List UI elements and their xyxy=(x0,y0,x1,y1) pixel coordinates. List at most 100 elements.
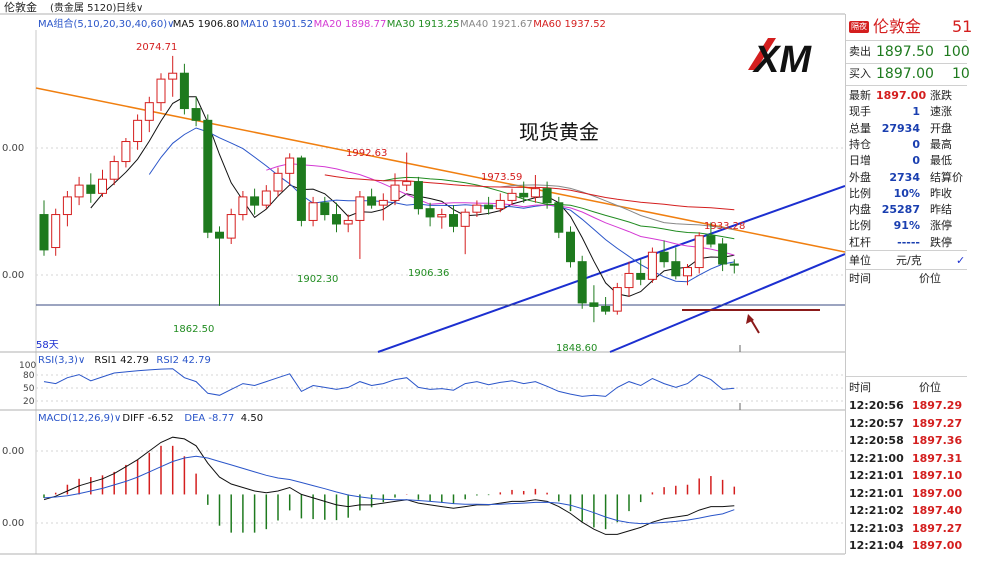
quote-divider-5 xyxy=(846,269,967,270)
stat-label-2: 昨结 xyxy=(930,203,952,217)
candle-body xyxy=(636,272,646,280)
candle-body xyxy=(577,261,587,304)
price-axis-tick-1: 0.00 xyxy=(2,143,24,154)
tick-row[interactable]: 12:21:00 1897.31 xyxy=(846,450,967,468)
rsi-tick-20: 20 xyxy=(23,397,35,407)
stat-row: 比例 91% 涨停 xyxy=(846,217,967,235)
arrow-icon xyxy=(746,314,754,324)
tick-row[interactable]: 12:21:02 1897.40 xyxy=(846,502,967,520)
candle-body xyxy=(51,214,61,249)
stock-chart[interactable]: 伦敦金 (贵金属 5120) 日线∨ MA组合(5,10,20,30,40,60… xyxy=(0,0,845,574)
ma-legend-item: MA30 1913.25 xyxy=(387,19,460,30)
stat-row: 最新 1897.00 涨跌 xyxy=(846,87,967,105)
stat-label: 比例 xyxy=(849,219,871,233)
sell-row[interactable]: 卖出 1897.50 100 xyxy=(846,42,970,62)
tick-row[interactable]: 12:20:58 1897.36 xyxy=(846,432,967,450)
annotation-l1: 1862.50 xyxy=(173,324,214,335)
stat-row: 外盘 2734 结算价 xyxy=(846,169,967,187)
candle-body xyxy=(507,192,517,201)
stat-label: 总量 xyxy=(849,121,871,135)
tick-row[interactable]: 12:21:01 1897.10 xyxy=(846,467,967,485)
quote-divider-1 xyxy=(846,40,967,41)
stat-label: 持仓 xyxy=(849,137,871,151)
candle-body xyxy=(624,272,634,289)
candle-body xyxy=(109,161,119,180)
candle-body xyxy=(296,157,306,221)
period-selector[interactable]: 日线∨ xyxy=(116,1,143,14)
stat-row: 持仓 0 最高 xyxy=(846,136,967,154)
buy-row[interactable]: 买入 1897.00 10 xyxy=(846,64,970,84)
candle-body xyxy=(62,196,72,216)
macd-histogram xyxy=(43,445,736,533)
candle-body xyxy=(378,199,388,206)
stat-row: 总量 27934 开盘 xyxy=(846,120,967,138)
candle-body xyxy=(121,141,131,163)
candle-body xyxy=(367,196,377,206)
tick-row[interactable]: 12:21:03 1897.27 xyxy=(846,520,967,538)
stat-row: 内盘 25287 昨结 xyxy=(846,201,967,219)
time-header-row: 时间 价位 xyxy=(846,270,967,288)
candle-body xyxy=(179,72,189,110)
ma-legend-item: MA40 1921.67 xyxy=(460,19,533,30)
candle-body xyxy=(472,204,482,213)
tick-row[interactable]: 12:21:04 1897.00 xyxy=(846,537,967,555)
tick-time: 12:21:04 xyxy=(849,539,904,552)
ma-lines xyxy=(90,96,735,297)
candle-body xyxy=(390,184,400,201)
candle-body xyxy=(308,202,318,221)
candle-body xyxy=(425,208,435,218)
macd-legend-item: DEA -8.77 xyxy=(184,413,234,424)
price-axis-tick-2: 0.00 xyxy=(2,270,24,281)
candle-body xyxy=(261,190,271,206)
candle-body xyxy=(694,235,704,269)
candle-body xyxy=(86,184,96,194)
candle-body xyxy=(683,267,692,277)
buy-volume: 10 xyxy=(952,66,970,82)
stat-label-2: 最高 xyxy=(930,137,952,151)
stat-label-2: 跌停 xyxy=(930,235,952,249)
unit-check-icon: ✓ xyxy=(956,254,966,267)
stat-label: 比例 xyxy=(849,186,871,200)
tick-price: 1897.10 xyxy=(912,469,963,482)
stat-label: 外盘 xyxy=(849,170,871,184)
stat-value: 2734 xyxy=(889,170,920,184)
candle-body xyxy=(706,235,716,245)
candle-body xyxy=(343,219,353,225)
macd-dea-line xyxy=(43,455,735,525)
annotation-p3: 1933.28 xyxy=(704,221,745,232)
tick-row[interactable]: 12:20:57 1897.27 xyxy=(846,415,967,433)
rsi-lines xyxy=(43,368,735,397)
stat-label: 现手 xyxy=(849,105,871,119)
candle-body xyxy=(413,181,423,210)
stat-row: 杠杆 ----- 跌停 xyxy=(846,234,967,252)
candle-body xyxy=(460,211,470,227)
annotation-l4: 1848.60 xyxy=(556,343,597,354)
channel-lower-line xyxy=(609,253,845,353)
tick-row[interactable]: 12:21:01 1897.00 xyxy=(846,485,967,503)
tick-row[interactable]: 12:20:56 1897.29 xyxy=(846,397,967,415)
candle-body xyxy=(589,302,599,307)
rsi-legend: RSI(3,3)∨ RSI1 42.79 RSI2 42.79 xyxy=(38,355,211,366)
xm-logo: XM xyxy=(744,34,830,81)
ticks-price-header: 价位 xyxy=(919,381,941,394)
stat-value: 0 xyxy=(912,154,920,168)
stat-value: 1897.00 xyxy=(876,89,927,102)
ticks-header-row: 时间 价位 xyxy=(846,379,967,397)
chart-background xyxy=(0,0,845,574)
time-header: 时间 xyxy=(849,272,871,285)
ma40-line xyxy=(500,184,735,230)
candle-body xyxy=(659,251,669,263)
stat-label-2: 昨收 xyxy=(930,186,952,200)
annotation-p1: 1992.63 xyxy=(346,148,387,159)
macd-diff-line xyxy=(43,436,735,535)
candle-body xyxy=(144,102,154,121)
sell-volume: 100 xyxy=(943,44,970,60)
quote-divider-4 xyxy=(846,250,967,251)
candle-body xyxy=(203,119,213,233)
candle-body xyxy=(729,263,739,266)
ma-legend-item: MA20 1898.77 xyxy=(314,19,387,30)
stat-row: 比例 10% 昨收 xyxy=(846,185,967,203)
candle-body xyxy=(238,196,248,216)
candle-body xyxy=(133,119,143,143)
stat-label: 最新 xyxy=(849,89,871,102)
